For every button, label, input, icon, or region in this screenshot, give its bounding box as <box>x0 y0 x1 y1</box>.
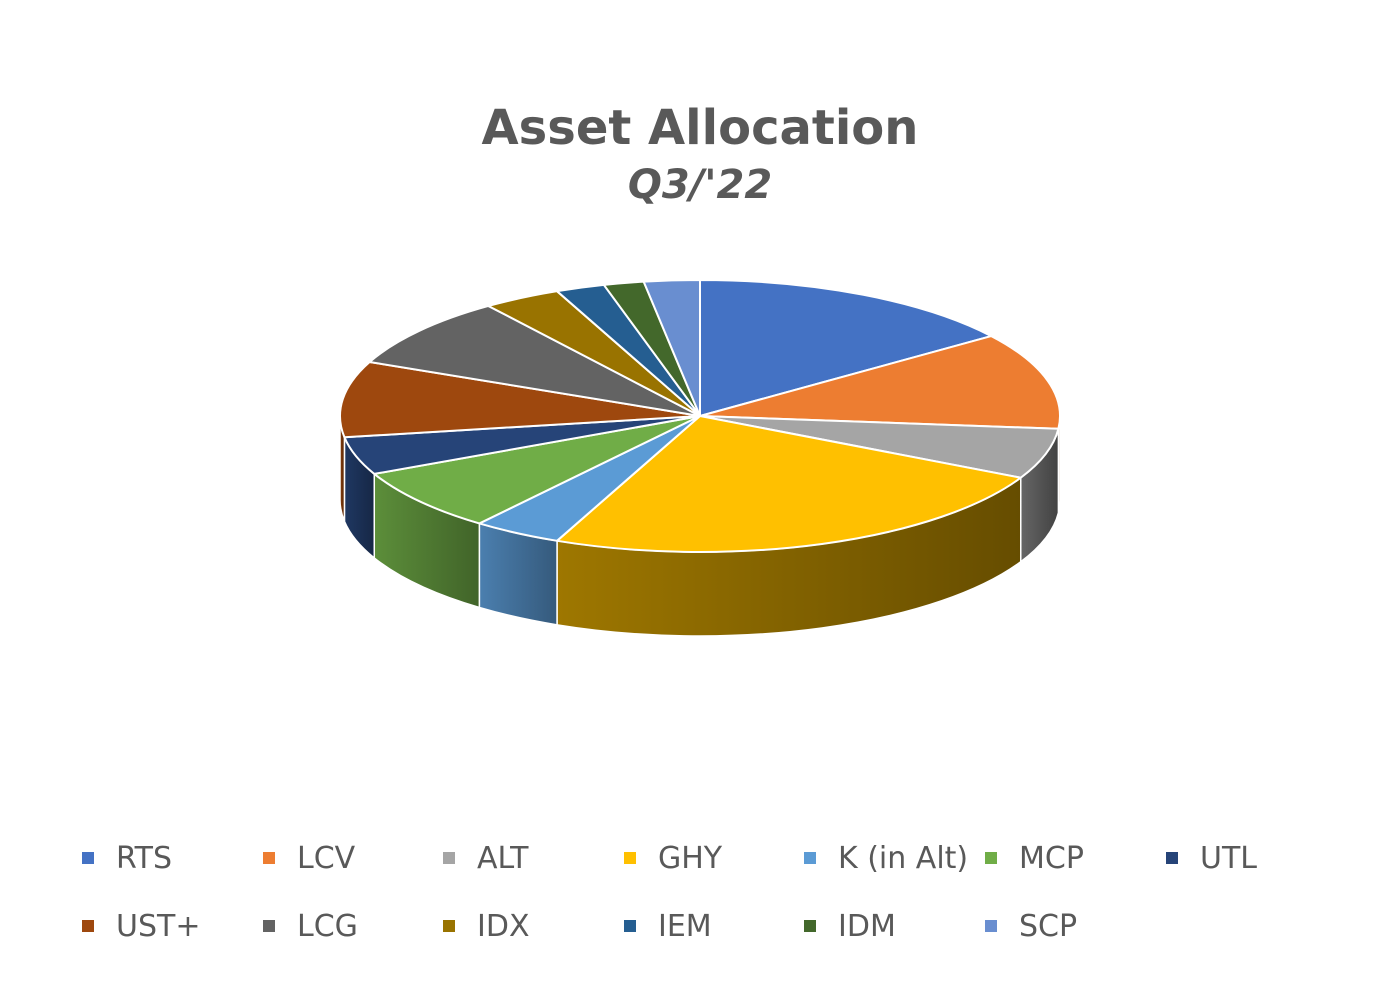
legend-label-mcp: MCP <box>1019 840 1084 876</box>
legend-label-ust-plus: UST+ <box>116 908 201 944</box>
legend-label-iem: IEM <box>658 908 712 944</box>
pie-sides <box>339 415 1061 637</box>
pie-slice-ust-plus <box>339 360 701 439</box>
legend-label-lcv: LCV <box>297 840 356 876</box>
legend-item-mcp: MCP <box>985 836 1084 880</box>
legend-swatch-ghy <box>624 852 636 864</box>
legend-swatch-lcv <box>263 852 275 864</box>
legend: RTS LCV ALT GHY K (in Alt) MCP UTL UST+ … <box>82 836 1382 972</box>
legend-swatch-k-in-alt <box>804 852 816 864</box>
pie-slice-rts <box>699 279 993 417</box>
legend-label-rts: RTS <box>116 840 173 876</box>
pie-slice-mcp <box>373 415 701 525</box>
pie-slice-lcv <box>699 335 1061 430</box>
legend-item-k-in-alt: K (in Alt) <box>804 836 968 880</box>
legend-swatch-mcp <box>985 852 997 864</box>
pie-top <box>339 278 1061 553</box>
pie-slice-scp <box>642 278 701 417</box>
legend-item-alt: ALT <box>443 836 528 880</box>
legend-item-lcv: LCV <box>263 836 355 880</box>
legend-label-idx: IDX <box>477 908 530 944</box>
legend-row: UST+ LCG IDX IEM IDM SCP <box>82 904 1382 972</box>
legend-label-scp: SCP <box>1019 908 1078 944</box>
legend-label-idm: IDM <box>838 908 896 944</box>
chart-title: Asset Allocation <box>481 100 919 156</box>
legend-item-idm: IDM <box>804 904 896 948</box>
legend-item-iem: IEM <box>624 904 712 948</box>
legend-swatch-rts <box>82 852 94 864</box>
chart-subtitle: Q3/'22 <box>627 162 773 208</box>
legend-item-ghy: GHY <box>624 836 722 880</box>
pie-slice-lcg <box>368 304 701 417</box>
legend-label-lcg: LCG <box>297 908 358 944</box>
legend-item-ust-plus: UST+ <box>82 904 200 948</box>
legend-swatch-lcg <box>263 920 275 932</box>
legend-swatch-alt <box>443 852 455 864</box>
legend-label-utl: UTL <box>1200 840 1257 876</box>
legend-label-ghy: GHY <box>658 840 723 876</box>
legend-label-k-in-alt: K (in Alt) <box>838 840 969 876</box>
legend-item-lcg: LCG <box>263 904 358 948</box>
legend-swatch-idm <box>804 920 816 932</box>
legend-swatch-iem <box>624 920 636 932</box>
pie-slice-alt <box>699 415 1060 479</box>
legend-swatch-scp <box>985 920 997 932</box>
legend-item-idx: IDX <box>443 904 530 948</box>
legend-swatch-utl <box>1166 852 1178 864</box>
legend-row: RTS LCV ALT GHY K (in Alt) MCP UTL <box>82 836 1382 904</box>
legend-item-scp: SCP <box>985 904 1077 948</box>
legend-swatch-idx <box>443 920 455 932</box>
pie-slice-ghy <box>556 415 1022 553</box>
legend-swatch-ust-plus <box>82 920 94 932</box>
legend-item-rts: RTS <box>82 836 172 880</box>
legend-label-alt: ALT <box>477 840 529 876</box>
legend-item-utl: UTL <box>1166 836 1257 880</box>
